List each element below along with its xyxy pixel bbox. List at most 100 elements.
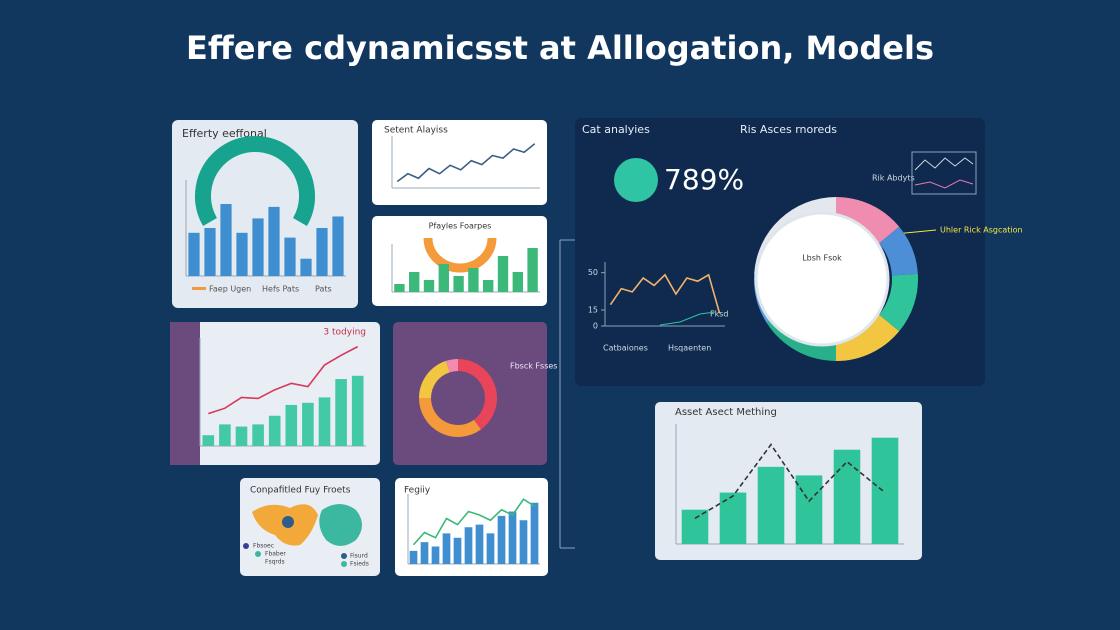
bar bbox=[475, 524, 484, 564]
bar bbox=[508, 511, 517, 564]
bar bbox=[220, 204, 232, 276]
panel bbox=[393, 322, 547, 465]
bar bbox=[268, 206, 280, 276]
bar bbox=[285, 404, 298, 446]
bar bbox=[795, 475, 823, 544]
bar bbox=[202, 435, 215, 446]
bar bbox=[300, 258, 312, 276]
bar bbox=[252, 424, 264, 446]
bar bbox=[332, 216, 344, 276]
bar bbox=[530, 502, 539, 564]
bar bbox=[420, 542, 429, 564]
bar bbox=[757, 466, 785, 544]
legend: Faep Ugen bbox=[209, 285, 251, 294]
bar bbox=[719, 492, 747, 544]
legend: Fisurd bbox=[350, 553, 368, 560]
line bbox=[396, 143, 536, 183]
bar bbox=[252, 218, 264, 276]
panel bbox=[372, 120, 547, 205]
callout: Uhler Rick Asgcation bbox=[940, 226, 1023, 235]
donut-segment bbox=[419, 398, 481, 437]
bar bbox=[409, 550, 418, 564]
legend-swatch bbox=[341, 561, 347, 567]
line bbox=[208, 345, 359, 415]
donut-segment bbox=[879, 226, 918, 276]
bar bbox=[431, 546, 440, 564]
bar bbox=[188, 232, 200, 276]
donut-segment bbox=[445, 359, 458, 373]
bar bbox=[423, 280, 435, 292]
legend: Fbsoec bbox=[253, 543, 274, 550]
donut-center-label: Lbsh Fsok bbox=[802, 254, 842, 263]
bar bbox=[438, 264, 449, 292]
bar bbox=[335, 379, 347, 446]
panel-title: Pfayles Foarpes bbox=[429, 222, 492, 231]
kpi-value: 789% bbox=[664, 163, 744, 196]
bar bbox=[284, 237, 296, 276]
mini-line bbox=[914, 179, 974, 189]
bar bbox=[351, 375, 364, 446]
bar bbox=[442, 533, 451, 564]
donut-segment bbox=[879, 273, 918, 332]
bar bbox=[316, 228, 328, 276]
y-tick-label: 50 bbox=[588, 268, 598, 277]
arc-decoration bbox=[423, 237, 497, 273]
bar bbox=[871, 437, 899, 544]
y-tick-label: 0 bbox=[593, 322, 598, 331]
bar bbox=[453, 537, 462, 564]
bar bbox=[468, 268, 479, 292]
legend-swatch bbox=[255, 551, 261, 557]
bar bbox=[464, 527, 473, 564]
bar bbox=[833, 449, 861, 544]
legend: Fsieds bbox=[350, 561, 369, 568]
line bbox=[609, 273, 721, 314]
bar bbox=[204, 228, 216, 276]
legend-swatch bbox=[341, 553, 347, 559]
mini-chart-frame bbox=[911, 151, 977, 195]
axis-label: Catbaiones bbox=[603, 344, 648, 353]
bar bbox=[453, 276, 464, 292]
donut-segment bbox=[458, 359, 498, 430]
donut-segment bbox=[836, 197, 900, 244]
line bbox=[412, 498, 535, 546]
bar bbox=[409, 272, 420, 292]
kpi-circle bbox=[614, 158, 658, 202]
panel-title: Conpafitled Fuy Froets bbox=[250, 486, 351, 496]
bar bbox=[302, 402, 314, 446]
panel-title: Asset Asect Mething bbox=[675, 407, 777, 418]
bar bbox=[483, 280, 494, 292]
panel-title: Setent Alayiss bbox=[384, 126, 448, 136]
legend-swatch bbox=[192, 287, 206, 290]
y-tick-label: 15 bbox=[588, 306, 598, 315]
bar bbox=[681, 509, 709, 544]
bar bbox=[512, 272, 523, 292]
donut-segment bbox=[836, 314, 900, 361]
bar bbox=[486, 533, 495, 564]
line-decoration bbox=[659, 311, 716, 326]
bar bbox=[268, 415, 281, 446]
panel-title: Fbsck Fsses bbox=[510, 362, 557, 371]
mini-line bbox=[914, 157, 974, 171]
legend: Pats bbox=[315, 285, 332, 294]
map-blob bbox=[319, 504, 362, 546]
bar bbox=[497, 515, 506, 564]
arc-decoration bbox=[195, 136, 315, 226]
bar bbox=[235, 426, 248, 446]
panel-subtitle: Ris Asces rnoreds bbox=[740, 123, 837, 136]
legend: Hefs Pats bbox=[262, 285, 299, 294]
legend-swatch bbox=[243, 543, 249, 549]
side-label: Rik Abdyts bbox=[872, 174, 915, 183]
bar bbox=[219, 424, 231, 446]
donut-hole bbox=[754, 211, 890, 347]
bar bbox=[527, 248, 538, 292]
bar bbox=[236, 232, 248, 276]
panel-edge bbox=[170, 322, 200, 465]
legend: Fsqrds bbox=[265, 559, 285, 566]
axis-label: Hsqaenten bbox=[668, 344, 711, 353]
title: Effere cdynamicsst at Alllogation, Model… bbox=[186, 29, 934, 67]
bar bbox=[394, 284, 405, 292]
map-dot bbox=[282, 516, 294, 528]
legend: Fbaber bbox=[265, 551, 286, 558]
bar bbox=[519, 520, 528, 564]
